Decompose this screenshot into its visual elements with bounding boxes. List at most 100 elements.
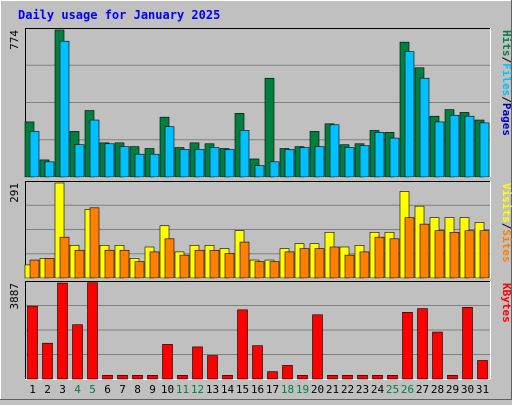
bar-sites-day-17 (269, 261, 280, 279)
x-tick-label-day-18: 18 (281, 383, 294, 396)
bar-files-day-4 (74, 144, 85, 178)
legend-separator: / (500, 223, 512, 230)
bar-sites-day-29 (449, 231, 460, 279)
x-tick-label-day-31: 31 (476, 383, 489, 396)
bar-kbytes-day-5 (87, 282, 98, 380)
x-tick-label-day-5: 5 (89, 383, 96, 396)
bar-kbytes-day-7 (117, 374, 128, 380)
bar-sites-day-22 (344, 254, 355, 279)
bar-sites-day-26 (404, 217, 415, 279)
bar-files-day-10 (164, 126, 175, 178)
bar-kbytes-day-6 (102, 374, 113, 380)
bar-sites-day-5 (89, 207, 100, 279)
bar-kbytes-day-14 (222, 374, 233, 380)
bar-files-day-19 (299, 147, 310, 178)
bar-kbytes-day-19 (297, 374, 308, 380)
bar-kbytes-day-17 (267, 371, 278, 380)
bar-files-day-5 (89, 119, 100, 178)
bar-files-day-30 (464, 115, 475, 178)
x-tick-label-day-2: 2 (44, 383, 51, 396)
bar-files-day-20 (314, 146, 325, 178)
bar-sites-day-4 (74, 249, 85, 279)
x-tick-label-day-10: 10 (161, 383, 174, 396)
bar-files-day-28 (434, 121, 445, 178)
bar-sites-day-1 (29, 259, 40, 279)
x-tick-label-day-7: 7 (119, 383, 126, 396)
bar-sites-day-2 (44, 258, 55, 279)
panel-kbytes-max-label: 3887 (8, 283, 21, 310)
bar-sites-day-21 (329, 246, 340, 279)
bar-sites-day-6 (104, 249, 115, 279)
bar-sites-day-28 (434, 230, 445, 279)
bar-sites-day-13 (209, 249, 220, 279)
x-tick-label-day-29: 29 (446, 383, 459, 396)
x-tick-label-day-12: 12 (191, 383, 204, 396)
panel-kbytes-legend: KBytes (500, 283, 512, 323)
bar-sites-day-27 (419, 223, 430, 279)
bar-files-day-6 (104, 143, 115, 178)
bar-files-day-14 (224, 149, 235, 178)
bar-sites-day-23 (359, 251, 370, 279)
bar-files-day-11 (179, 149, 190, 178)
bar-files-day-8 (134, 153, 145, 178)
bar-files-day-1 (29, 131, 40, 178)
bar-sites-day-3 (59, 236, 70, 279)
legend-files: Files (500, 63, 512, 96)
bar-sites-day-11 (179, 254, 190, 279)
legend-separator: / (500, 96, 512, 103)
bar-kbytes-day-25 (387, 374, 398, 380)
x-tick-label-day-13: 13 (206, 383, 219, 396)
x-tick-label-day-22: 22 (341, 383, 354, 396)
legend-visits: Visits (500, 183, 512, 223)
bar-kbytes-day-11 (177, 374, 188, 380)
legend-hits: Hits (500, 30, 512, 57)
bar-files-day-17 (269, 161, 280, 178)
x-tick-label-day-27: 27 (416, 383, 429, 396)
bar-kbytes-day-20 (312, 314, 323, 380)
x-tick-label-day-28: 28 (431, 383, 444, 396)
bar-files-day-31 (479, 122, 490, 178)
bar-sites-day-18 (284, 251, 295, 279)
x-tick-label-day-3: 3 (59, 383, 66, 396)
bar-files-day-18 (284, 149, 295, 178)
bar-kbytes-day-21 (327, 374, 338, 380)
x-tick-label-day-21: 21 (326, 383, 339, 396)
bar-kbytes-day-27 (417, 308, 428, 380)
bar-kbytes-day-24 (372, 374, 383, 380)
chart-title: Daily usage for January 2025 (18, 8, 220, 22)
x-tick-label-day-9: 9 (149, 383, 156, 396)
bar-files-day-24 (374, 132, 385, 178)
bar-sites-day-16 (254, 261, 265, 279)
bar-kbytes-day-10 (162, 344, 173, 380)
x-tick-label-day-16: 16 (251, 383, 264, 396)
bar-kbytes-day-1 (27, 305, 38, 380)
legend-pages: Pages (500, 103, 512, 136)
bar-kbytes-day-8 (132, 374, 143, 380)
panel-visits-sites-legend: Visits/Sites (500, 183, 512, 263)
panel-hits-files-pages-legend: Hits/Files/Pages (500, 30, 512, 136)
x-tick-label-day-26: 26 (401, 383, 414, 396)
bar-kbytes-day-13 (207, 355, 218, 380)
bar-hits-day-17 (264, 77, 275, 178)
x-tick-label-day-4: 4 (74, 383, 81, 396)
x-tick-label-day-15: 15 (236, 383, 249, 396)
bar-kbytes-day-29 (447, 374, 458, 380)
bar-files-day-26 (404, 51, 415, 178)
bar-kbytes-day-22 (342, 374, 353, 380)
x-tick-label-day-20: 20 (311, 383, 324, 396)
bar-kbytes-day-31 (477, 360, 488, 380)
bar-sites-day-10 (164, 238, 175, 279)
bar-kbytes-day-23 (357, 374, 368, 380)
panel-visits-sites-max-label: 291 (8, 183, 21, 203)
x-tick-label-day-8: 8 (134, 383, 141, 396)
bar-kbytes-day-15 (237, 309, 248, 380)
x-tick-label-day-30: 30 (461, 383, 474, 396)
bar-files-day-16 (254, 165, 265, 178)
bar-sites-day-12 (194, 249, 205, 279)
bar-files-day-27 (419, 77, 430, 178)
bar-kbytes-day-18 (282, 365, 293, 380)
x-tick-label-day-19: 19 (296, 383, 309, 396)
x-tick-label-day-17: 17 (266, 383, 279, 396)
bar-kbytes-day-26 (402, 312, 413, 380)
